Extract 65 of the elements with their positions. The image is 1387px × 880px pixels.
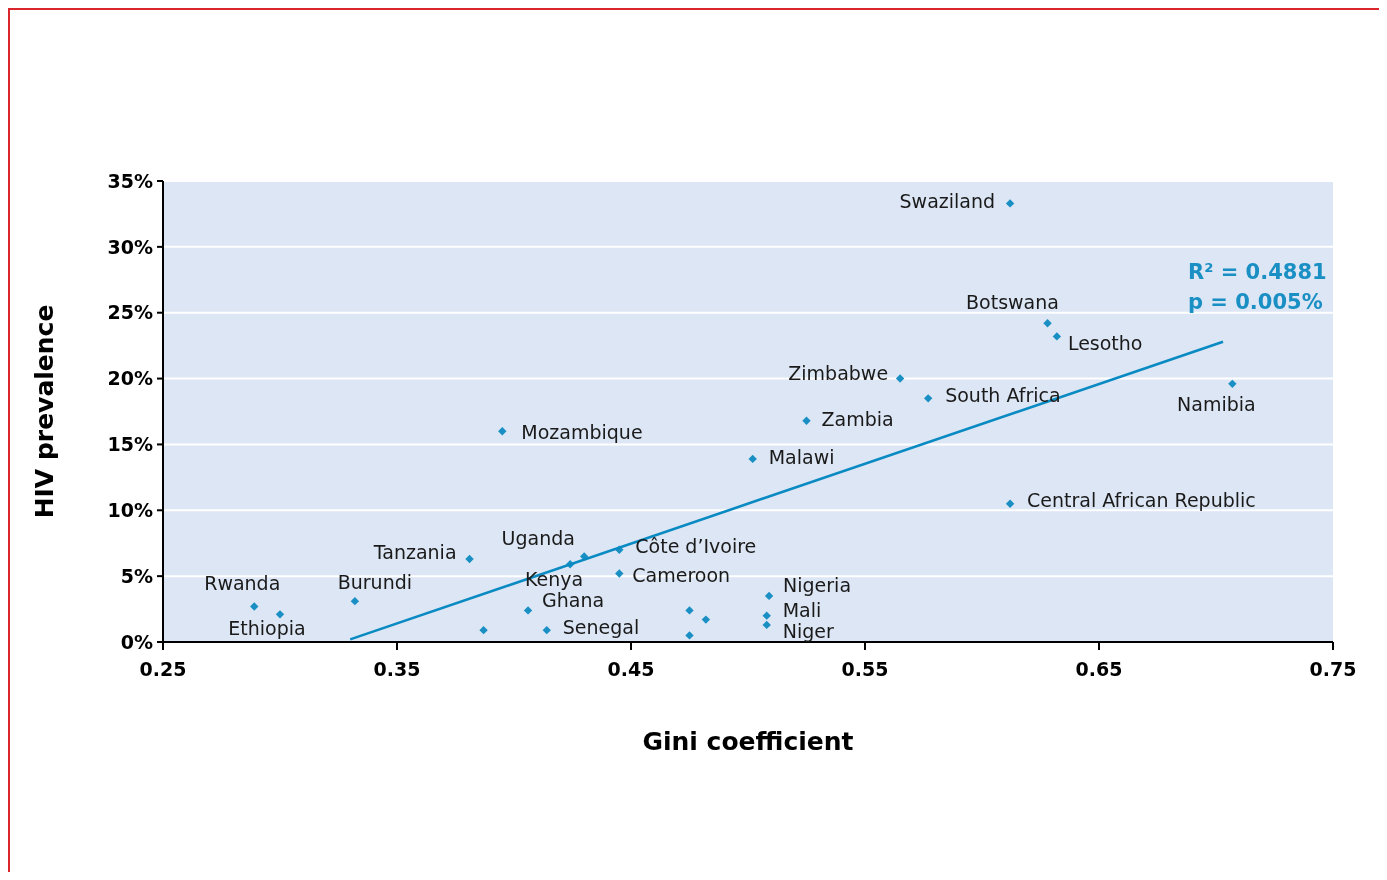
point [1005,499,1015,508]
annotation: Zimbabwe [788,361,889,384]
annotation: South Africa [945,384,1061,407]
annotation: Zambia [821,407,894,430]
annotation: Nigeria [783,573,852,596]
annotation: Mozambique [521,421,643,444]
annotation: Botswana [966,291,1059,314]
annotation: Ethiopia [228,617,306,640]
y-axis-title: HIV prevalence [30,304,59,519]
point [923,394,933,403]
point [895,374,905,383]
x-tick-label: 0.45 [607,658,655,680]
y-tick-label: 35% [107,169,153,192]
annotation: Malawi [768,445,835,468]
x-tick-label: 0.55 [841,658,889,680]
point [748,454,757,464]
x-axis-title: Gini coefficient [642,727,854,756]
point [275,610,285,619]
annotation: Uganda [501,527,575,550]
point [465,554,474,564]
point [802,416,811,425]
point [250,602,259,611]
annotation: Niger [782,619,834,642]
annotation: Côte d’Ivoire [635,534,757,557]
x-tick-label: 0.25 [139,658,187,680]
annotation: Namibia [1177,392,1256,415]
y-tick-label: 0% [120,630,153,653]
annotation: Ghana [542,589,605,612]
y-tick-label: 15% [107,433,153,456]
point [479,625,488,635]
annotation: R² = 0.4881 [1188,260,1327,284]
annotation: Kenya [525,568,584,591]
point [615,569,624,578]
annotation: Tanzania [372,541,457,564]
annotation: p = 0.005% [1188,290,1323,314]
point [523,606,533,615]
x-tick-label: 0.65 [1075,658,1123,680]
point [1052,332,1062,341]
point [701,615,711,624]
x-tick-label: 0.35 [373,658,421,680]
point [1005,199,1015,208]
point [762,611,771,620]
point [762,620,771,630]
y-tick-label: 30% [107,235,153,258]
point [350,596,360,606]
annotation: Cameroon [632,563,731,586]
y-tick-label: 10% [107,498,153,521]
annotation: Central African Republic [1027,488,1256,511]
annotation: Senegal [562,616,640,639]
point [685,606,694,615]
annotation: Rwanda [204,572,281,595]
x-tick-label: 0.75 [1309,658,1357,680]
point [685,631,694,640]
annotation: Burundi [337,571,413,594]
y-tick-label: 5% [120,564,153,587]
annotation: Mali [782,598,822,621]
annotation: Lesotho [1067,332,1143,355]
point [498,427,507,436]
point [1043,319,1052,328]
point [542,625,551,635]
point [764,591,774,601]
annotation: Swaziland [899,190,996,213]
y-tick-label: 20% [107,367,153,390]
y-tick-label: 25% [107,301,153,324]
point [1228,379,1237,389]
